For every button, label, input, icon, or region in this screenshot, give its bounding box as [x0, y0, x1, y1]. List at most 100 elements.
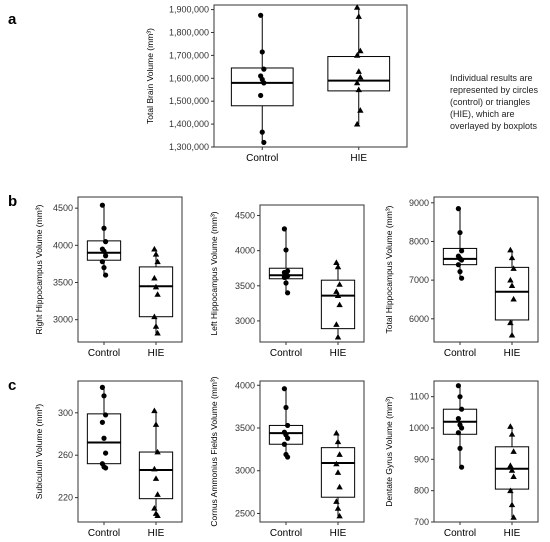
data-point-triangle [333, 460, 340, 467]
data-point-triangle [333, 429, 340, 436]
boxplot-control [86, 384, 122, 471]
data-point-triangle [336, 451, 343, 457]
data-point-triangle [508, 254, 516, 261]
data-point-circle [103, 465, 109, 471]
data-point-circle [457, 269, 463, 275]
data-point-triangle [336, 281, 343, 287]
y-tick-label: 700 [414, 517, 429, 527]
data-point-triangle [508, 331, 516, 338]
x-category-label: HIE [330, 348, 347, 359]
data-point-circle [101, 435, 107, 441]
data-point-triangle [507, 462, 514, 468]
data-point-triangle [154, 512, 161, 519]
data-point-triangle [507, 487, 514, 494]
chart-7: 700 800 900 1000 1100 Dentate Gyrus Volume (m… [384, 380, 539, 539]
data-point-triangle [334, 505, 342, 511]
x-category-label: HIE [148, 348, 165, 359]
y-tick-label: 2500 [235, 508, 255, 518]
y-tick-label: 1,900,000 [169, 5, 209, 15]
data-point-circle [455, 430, 461, 436]
data-point-circle [281, 386, 287, 392]
data-point-triangle [154, 448, 161, 455]
y-tick-label: 6000 [409, 314, 429, 324]
data-point-circle [99, 384, 105, 390]
boxplot-hie [494, 423, 530, 520]
data-point-circle [283, 404, 289, 411]
y-tick-label: 1,500,000 [169, 96, 209, 106]
data-point-triangle [152, 323, 160, 329]
panel-letter-b: b [8, 193, 17, 210]
boxplot-hie [138, 407, 174, 519]
x-category-label: Control [88, 348, 120, 359]
boxplot-control [442, 383, 478, 470]
data-point-triangle [334, 469, 342, 475]
data-point-circle [261, 80, 267, 86]
boxplot-hie [320, 429, 356, 519]
y-tick-label: 4500 [53, 203, 73, 213]
data-point-circle [459, 425, 465, 431]
boxplot-control [86, 202, 122, 278]
data-point-circle [103, 239, 109, 245]
boxplot-control [268, 226, 304, 296]
data-point-triangle [151, 505, 158, 511]
data-point-triangle [154, 258, 161, 265]
y-axis-label: Cornus Ammonius Fields Volume (mm³) [209, 376, 219, 526]
y-axis-label: Total Brain Volume (mm³) [145, 28, 155, 124]
data-point-triangle [507, 423, 514, 429]
data-point-triangle [508, 431, 516, 437]
y-axis-label: Total Hippocampus Volume (mm³) [384, 205, 394, 333]
data-point-triangle [336, 483, 343, 490]
data-point-triangle [334, 333, 342, 340]
y-tick-label: 1,300,000 [169, 142, 209, 152]
data-point-triangle [152, 475, 160, 481]
boxplot-control [230, 12, 294, 146]
data-point-circle [281, 441, 287, 447]
y-axis-label: Dentate Gyrus Volume (mm³) [384, 396, 394, 507]
y-axis-label: Right Hippocampus Volume (mm³) [34, 204, 44, 334]
data-point-circle [459, 406, 465, 412]
data-point-triangle [353, 120, 361, 127]
chart-6: 2500 3000 3500 4000 Cornus Ammonius Fields V… [209, 376, 365, 539]
y-tick-label: 1000 [409, 423, 429, 433]
x-category-label: HIE [504, 528, 521, 539]
data-point-circle [455, 206, 461, 212]
boxplot-hie [138, 245, 174, 336]
data-point-triangle [151, 407, 158, 414]
data-point-triangle [333, 498, 340, 504]
data-point-circle [259, 49, 265, 55]
data-point-circle [101, 265, 107, 271]
data-point-circle [285, 290, 291, 296]
data-point-circle [258, 92, 264, 99]
data-point-triangle [353, 52, 361, 58]
boxplot-control [268, 386, 304, 460]
boxplot-control [442, 206, 478, 281]
charts-layer: 1,300,000 1,400,000 1,500,000 1,600,000 1,70… [34, 4, 539, 539]
data-point-triangle [151, 245, 158, 252]
data-point-circle [455, 383, 461, 389]
y-tick-label: 1,400,000 [169, 119, 209, 129]
plot-frame [259, 380, 365, 523]
plot-frame [259, 204, 365, 343]
y-tick-label: 800 [414, 486, 429, 496]
y-axis-label: Left Hippocampus Volume (mm³) [209, 211, 219, 335]
panel-letter-c: c [8, 377, 16, 394]
y-tick-label: 3500 [53, 278, 73, 288]
data-point-circle [285, 454, 291, 460]
data-point-circle [261, 139, 267, 146]
data-point-triangle [507, 319, 514, 326]
data-point-triangle [510, 514, 517, 520]
data-point-triangle [507, 276, 514, 283]
data-point-triangle [508, 282, 516, 288]
data-point-triangle [357, 47, 364, 54]
data-point-triangle [510, 448, 517, 454]
plot-frame [77, 196, 183, 343]
x-category-label: HIE [148, 528, 165, 539]
y-tick-label: 4500 [235, 211, 255, 221]
data-point-circle [281, 274, 287, 280]
box-iqr [494, 266, 530, 321]
chart-3: 3000 3500 4000 4500 Left Hippocampus Volume … [209, 204, 365, 359]
data-point-triangle [508, 501, 516, 508]
y-tick-label: 4000 [235, 246, 255, 256]
box-iqr [138, 266, 174, 318]
data-point-triangle [151, 313, 158, 320]
